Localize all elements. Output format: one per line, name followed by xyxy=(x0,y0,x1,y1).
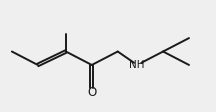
Text: O: O xyxy=(87,86,96,99)
Text: NH: NH xyxy=(129,60,145,70)
